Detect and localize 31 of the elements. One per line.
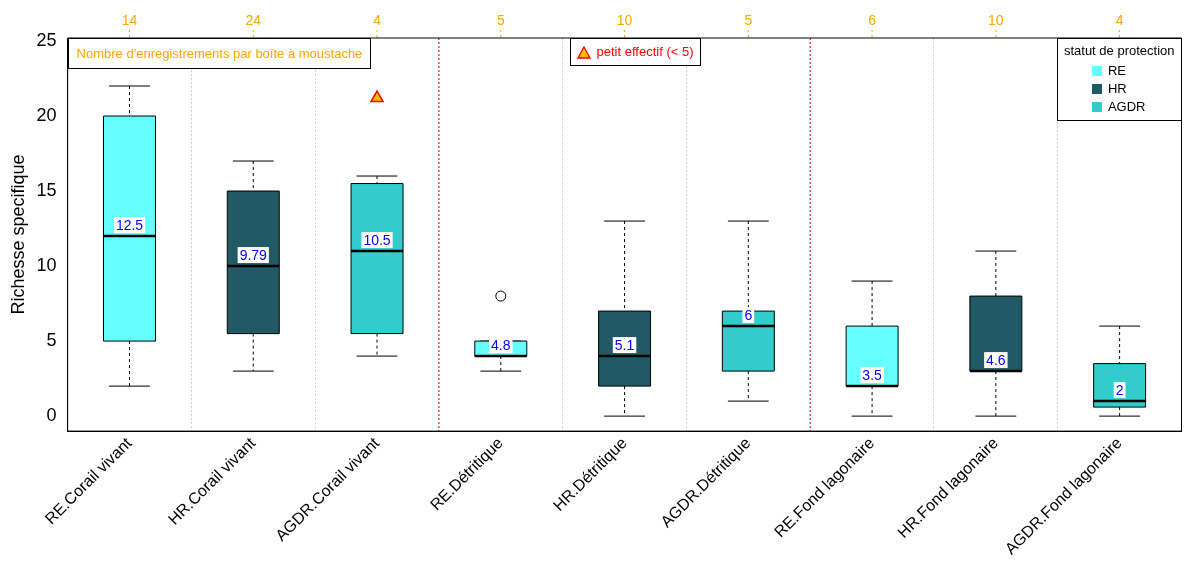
y-tick-label: 15 bbox=[36, 180, 57, 201]
y-tick-label: 0 bbox=[46, 405, 57, 426]
text: 5 bbox=[496, 11, 505, 28]
text: 14 bbox=[121, 11, 138, 28]
legend-label: HR bbox=[1107, 80, 1127, 98]
y-tick-label: 10 bbox=[36, 255, 57, 276]
text: 10.5 bbox=[363, 231, 391, 248]
text: 10 bbox=[616, 11, 633, 28]
text: 5.1 bbox=[614, 336, 635, 353]
y-tick-label: 20 bbox=[36, 104, 57, 125]
legend-label: AGDR bbox=[1107, 98, 1146, 116]
text: 9.79 bbox=[239, 246, 267, 263]
text: 6 bbox=[868, 11, 876, 28]
text: 12.5 bbox=[115, 216, 144, 233]
text: 24 bbox=[245, 11, 262, 28]
annotation: Nombre d'enregistrements par boîte à moustache bbox=[67, 38, 372, 69]
text: 4 bbox=[1115, 11, 1124, 28]
text: 4 bbox=[373, 11, 382, 28]
text: 2 bbox=[1115, 381, 1124, 398]
annotation: 6 bbox=[744, 306, 753, 323]
legend-label: RE bbox=[1107, 62, 1126, 80]
y-tick-label: 5 bbox=[46, 330, 57, 351]
text: 5 bbox=[744, 11, 753, 28]
text: 3.5 bbox=[862, 366, 882, 383]
legend-title: statut de protection bbox=[1063, 43, 1175, 58]
legend-label: petit effectif (< 5) bbox=[596, 43, 694, 61]
text: 4.8 bbox=[491, 336, 511, 353]
text: 10 bbox=[988, 11, 1004, 28]
text: 4.6 bbox=[986, 351, 1006, 368]
y-axis-title: Richesse specifique bbox=[7, 154, 28, 315]
y-tick-label: 25 bbox=[36, 29, 57, 50]
